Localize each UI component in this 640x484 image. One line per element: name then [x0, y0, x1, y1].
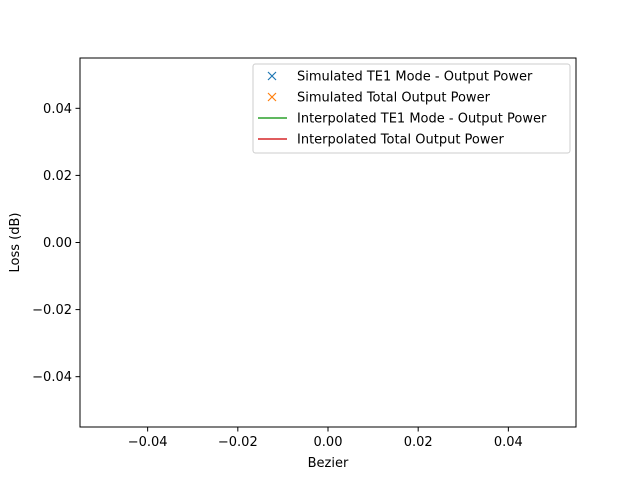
legend-frame: [252, 63, 571, 154]
legend-marker: [267, 71, 277, 81]
legend-item: Interpolated Total Output Power: [258, 133, 505, 148]
x-axis-label: Bezier: [308, 456, 349, 471]
plot-area: [79, 57, 577, 428]
x-tick-label: −0.02: [218, 435, 258, 450]
legend: Simulated TE1 Mode - Output Power Simulat…: [252, 63, 571, 154]
y-tick-label: −0.04: [32, 370, 72, 385]
legend-item: Simulated Total Output Power: [267, 91, 491, 106]
y-tick-label: 0.00: [43, 236, 72, 251]
legend-label: Simulated TE1 Mode - Output Power: [297, 70, 533, 85]
legend-label: Interpolated TE1 Mode - Output Power: [297, 112, 547, 127]
legend-item: Interpolated TE1 Mode - Output Power: [258, 112, 547, 127]
legend-marker: [267, 92, 277, 102]
legend-item: Simulated TE1 Mode - Output Power: [267, 70, 533, 85]
legend-label: Interpolated Total Output Power: [297, 133, 505, 148]
legend-label: Simulated Total Output Power: [297, 91, 491, 106]
y-axis-label: Loss (dB): [8, 213, 23, 273]
y-tick-label: 0.04: [43, 102, 72, 117]
x-tick-label: 0.02: [404, 435, 433, 450]
y-tick-label: 0.02: [43, 169, 72, 184]
ticks-layer: −0.04 −0.02 0.00 0.02 0.04 −0.04 −0.02 0.00 0.02…: [32, 102, 523, 450]
x-tick-label: 0.04: [494, 435, 523, 450]
x-tick-label: 0.00: [314, 435, 343, 450]
x-tick-label: −0.04: [128, 435, 168, 450]
y-tick-label: −0.02: [32, 303, 72, 318]
